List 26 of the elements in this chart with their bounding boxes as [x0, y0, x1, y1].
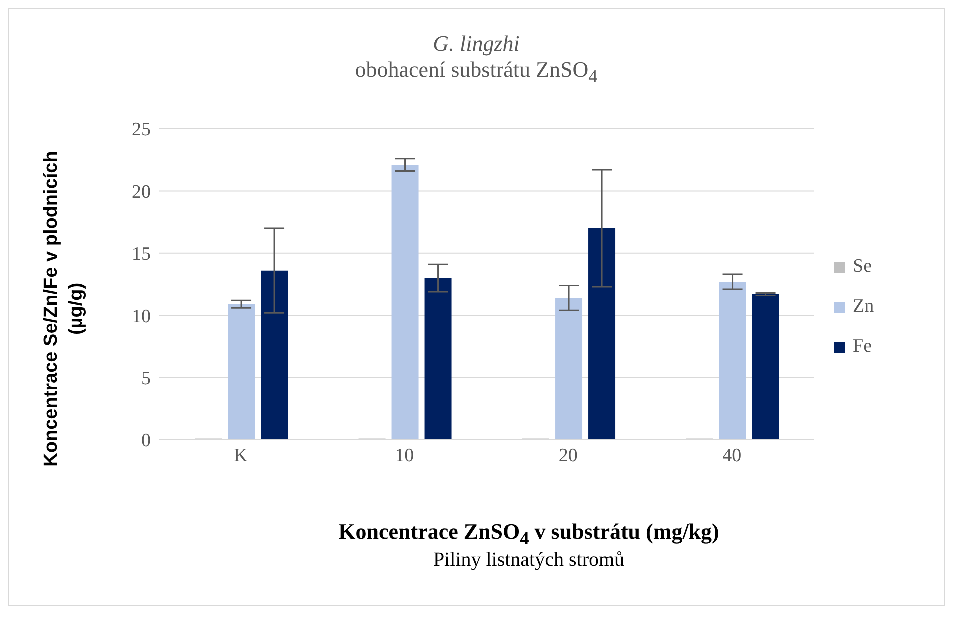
- bar: [719, 282, 746, 440]
- bar: [392, 165, 419, 440]
- y-tick-label: 20: [132, 182, 151, 203]
- x-tick-label: 20: [558, 445, 578, 466]
- y-tick-label: 15: [132, 244, 151, 266]
- bar: [556, 298, 583, 440]
- x-tick-label: 40: [722, 445, 742, 466]
- bar: [228, 304, 256, 440]
- y-axis-title: Koncentrace Se/Zn/Fe v plodnicích (µg/g): [40, 150, 88, 469]
- y-tick-label: 5: [142, 368, 151, 390]
- y-tick-label: 25: [132, 120, 151, 141]
- bar: [588, 228, 616, 440]
- legend-label: Fe: [853, 335, 872, 359]
- y-tick-label: 10: [132, 306, 151, 328]
- bar: [752, 294, 780, 440]
- bar: [424, 278, 452, 440]
- x-tick-label: K: [234, 445, 248, 466]
- chart-title: G. lingzhi: [432, 31, 521, 57]
- legend-label: Zn: [853, 295, 874, 319]
- bar: [261, 270, 288, 440]
- y-tick-label: 0: [142, 430, 151, 452]
- text: Piliny listnatých stromů: [432, 549, 626, 572]
- legend-label: Se: [853, 255, 872, 279]
- x-axis-title: Koncentrace ZnSO$_{4}$ v substrátu (mg/kg): [338, 519, 720, 550]
- chart-subtitle: obohacení substrátu ZnSO$_{4}$: [354, 57, 599, 88]
- x-tick-label: 10: [395, 445, 414, 466]
